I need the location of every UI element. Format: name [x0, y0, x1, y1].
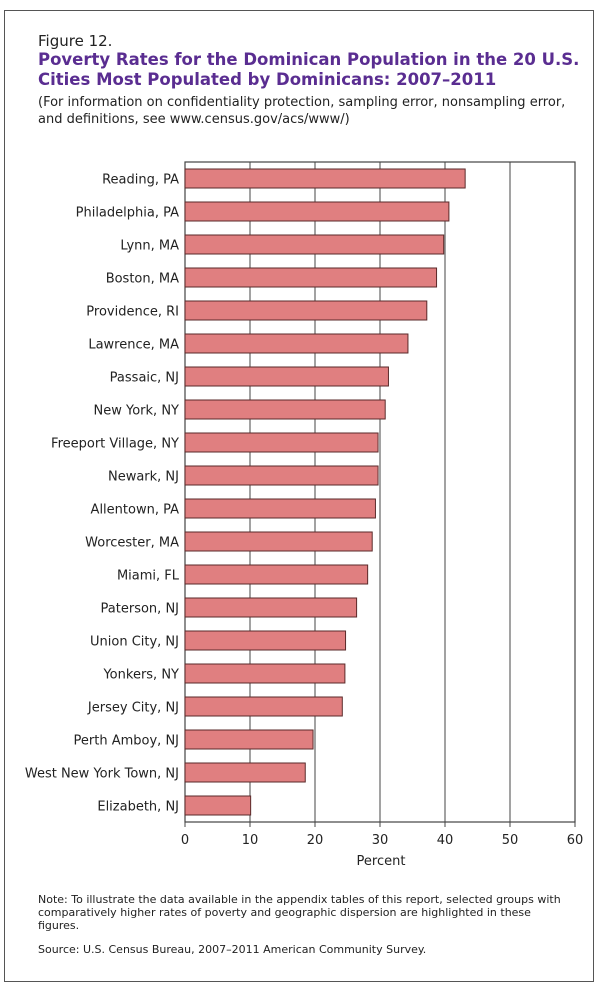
tick-label: 10 — [242, 833, 259, 848]
category-label: Freeport Village, NY — [51, 437, 179, 452]
bar — [184, 498, 376, 519]
tick-label: 60 — [567, 833, 584, 848]
category-label: Miami, FL — [117, 569, 180, 584]
bar-chart: Reading, PA Philadelphia, PA Lynn, MA Bosto… — [25, 161, 584, 869]
bar — [184, 300, 428, 321]
bar — [184, 597, 358, 618]
bar — [184, 630, 347, 651]
category-label: Allentown, PA — [91, 503, 180, 518]
tick-label: 20 — [307, 833, 324, 848]
category-label: Passaic, NJ — [110, 371, 179, 386]
bar — [184, 564, 369, 585]
bar — [184, 729, 314, 750]
chart-note: Note: To illustrate the data available i… — [38, 893, 561, 932]
category-label: Philadelphia, PA — [76, 206, 179, 221]
category-label: Worcester, MA — [85, 536, 179, 551]
bar — [184, 366, 389, 387]
category-label: Newark, NJ — [108, 470, 179, 485]
category-label: Perth Amboy, NJ — [74, 734, 179, 749]
category-label: West New York Town, NJ — [25, 767, 179, 782]
category-label: Union City, NJ — [90, 635, 179, 650]
category-label: Reading, PA — [102, 173, 179, 188]
chart-title: Poverty Rates for the Dominican Populati… — [38, 50, 580, 89]
bar — [184, 333, 409, 354]
chart-subtitle: (For information on confidentiality prot… — [38, 95, 566, 127]
chart-source: Source: U.S. Census Bureau, 2007–2011 Am… — [38, 943, 427, 956]
bar — [184, 795, 252, 816]
category-label: Yonkers, NY — [102, 668, 179, 683]
tick-label: 0 — [181, 833, 189, 848]
tick-label: 50 — [502, 833, 519, 848]
bar — [184, 201, 450, 222]
category-label: Lynn, MA — [120, 239, 179, 254]
bar — [184, 234, 445, 255]
bar — [184, 399, 386, 420]
category-label: New York, NY — [94, 404, 180, 419]
category-label: Boston, MA — [106, 272, 179, 287]
figure-frame — [4, 10, 594, 982]
category-label: Elizabeth, NJ — [97, 800, 179, 815]
bar — [184, 267, 438, 288]
x-axis-title: Percent — [357, 854, 406, 869]
category-label: Providence, RI — [86, 305, 179, 320]
category-label: Lawrence, MA — [88, 338, 179, 353]
bar — [184, 168, 466, 189]
figure-label: Figure 12. — [38, 32, 113, 50]
bar — [184, 531, 373, 552]
tick-label: 40 — [437, 833, 454, 848]
bar — [184, 696, 343, 717]
tick-label: 30 — [372, 833, 389, 848]
category-label: Paterson, NJ — [101, 602, 179, 617]
bar — [184, 762, 306, 783]
category-label: Jersey City, NJ — [87, 701, 179, 716]
bar — [184, 663, 346, 684]
bar — [184, 432, 379, 453]
bar — [184, 465, 379, 486]
